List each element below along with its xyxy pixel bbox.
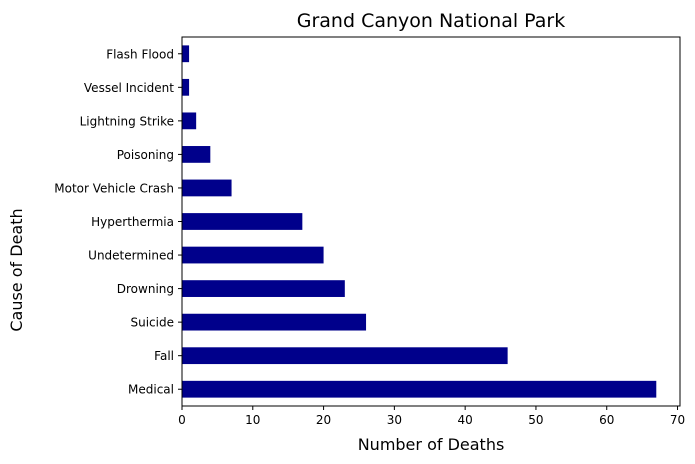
plot-frame: [181, 36, 681, 407]
y-tick-label: Fall: [154, 349, 174, 363]
x-tick-label: 20: [316, 413, 331, 427]
y-tick-label: Flash Flood: [106, 47, 174, 61]
x-tick-label: 60: [599, 413, 614, 427]
bar-fall: [182, 347, 508, 365]
bar-undetermined: [182, 246, 324, 264]
x-tick-label: 0: [178, 413, 186, 427]
x-tick-label: 30: [387, 413, 402, 427]
bar-motor-vehicle-crash: [182, 179, 232, 197]
y-tick-label: Drowning: [117, 282, 174, 296]
x-axis-ticks: 0 10 20 30 40 50 60 70: [178, 406, 685, 427]
x-tick-label: 70: [670, 413, 685, 427]
x-tick-label: 10: [245, 413, 260, 427]
bar-lightning-strike: [182, 112, 197, 130]
y-tick-label: Medical: [128, 383, 174, 397]
y-axis-title: Cause of Death: [7, 208, 26, 331]
bar-hyperthermia: [182, 213, 303, 230]
chart-title: Grand Canyon National Park: [297, 10, 566, 32]
bars-group: [182, 45, 657, 398]
y-tick-label: Poisoning: [117, 148, 174, 162]
x-tick-label: 50: [528, 413, 543, 427]
x-axis-title: Number of Deaths: [358, 435, 505, 454]
bar-drowning: [182, 280, 345, 297]
y-tick-label: Hyperthermia: [91, 215, 174, 229]
y-tick-label: Undetermined: [88, 249, 174, 263]
bar-vessel-incident: [182, 78, 190, 96]
y-tick-label: Lightning Strike: [80, 114, 174, 128]
x-tick-label: 40: [458, 413, 473, 427]
y-tick-label: Motor Vehicle Crash: [54, 181, 174, 195]
bar-medical: [182, 380, 657, 398]
bar-poisoning: [182, 146, 211, 163]
bar-flash-flood: [182, 45, 190, 63]
y-tick-label: Vessel Incident: [84, 81, 174, 95]
bar-suicide: [182, 313, 367, 331]
y-axis-ticks: Medical Fall Suicide Drowning Undetermined Hy…: [54, 47, 182, 397]
y-tick-label: Suicide: [131, 316, 175, 330]
